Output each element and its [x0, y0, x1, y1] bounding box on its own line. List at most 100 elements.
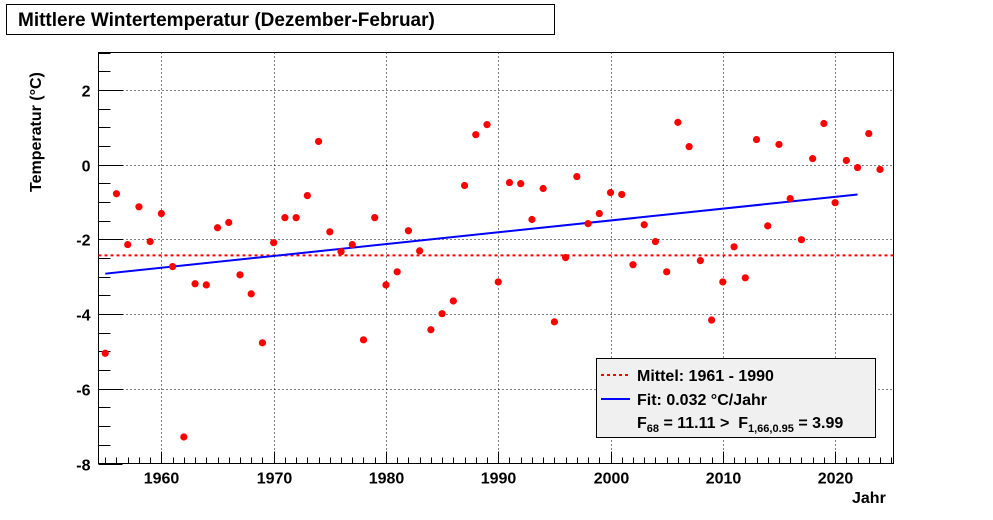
- data-point: [124, 240, 132, 249]
- data-point: [427, 326, 435, 334]
- data-point: [752, 135, 761, 144]
- x-tick-labels: 1960 1970 1980 1990 2000 2010 2020: [144, 471, 854, 488]
- y-tick-label: -8: [76, 458, 90, 475]
- f-sub: 68: [647, 423, 659, 435]
- f-end: = 3.99: [794, 415, 843, 432]
- data-point: [393, 268, 401, 276]
- data-point: [550, 318, 558, 326]
- f2-main: F: [738, 415, 748, 432]
- y-tick-label: 2: [82, 84, 91, 101]
- data-point: [258, 339, 267, 347]
- legend-ftest: F68 = 11.11 > F1,66,0.95 = 3.99: [637, 415, 843, 435]
- data-point: [472, 131, 480, 139]
- data-point: [842, 156, 850, 165]
- data-point: [573, 172, 581, 181]
- data-point: [371, 214, 379, 222]
- data-point: [629, 261, 637, 269]
- data-point: [517, 180, 525, 188]
- data-point: [786, 194, 794, 203]
- data-point: [449, 297, 457, 305]
- data-point: [865, 129, 873, 138]
- data-point: [281, 214, 289, 222]
- data-point: [562, 254, 570, 262]
- data-point: [618, 190, 626, 199]
- data-point: [494, 278, 502, 286]
- data-point: [292, 214, 300, 222]
- data-point: [169, 262, 177, 271]
- x-tick-label: 2020: [818, 471, 854, 488]
- data-point: [595, 209, 603, 218]
- data-point: [539, 184, 547, 193]
- data-point: [719, 278, 727, 286]
- x-tick-label: 2010: [706, 471, 742, 488]
- legend: Mittel: 1961 - 1990 Fit: 0.032 °C/Jahr F…: [596, 358, 876, 438]
- data-point: [853, 163, 862, 172]
- data-point: [831, 199, 839, 207]
- data-point: [112, 190, 121, 198]
- data-point: [696, 257, 704, 265]
- data-point: [359, 336, 368, 344]
- data-point: [764, 222, 772, 230]
- x-tick-label: 1960: [144, 471, 180, 488]
- y-tick-label: 0: [82, 159, 91, 176]
- data-point: [707, 316, 716, 324]
- data-point: [528, 215, 536, 224]
- x-tick-label: 1970: [257, 471, 293, 488]
- f-mid: = 11.11 >: [659, 415, 738, 432]
- data-point: [416, 247, 424, 255]
- data-point: [247, 290, 255, 298]
- y-tick-label: -4: [76, 308, 90, 325]
- data-point: [157, 209, 165, 218]
- data-point: [348, 240, 356, 249]
- data-point: [404, 227, 413, 235]
- data-points: [101, 118, 884, 441]
- legend-mean-label: Mittel: 1961 - 1990: [637, 368, 774, 385]
- x-axis-label: Jahr: [852, 490, 886, 507]
- data-point: [460, 181, 469, 190]
- data-point: [483, 121, 491, 129]
- legend-fit-label: Fit: 0.032 °C/Jahr: [637, 392, 767, 409]
- data-point: [236, 271, 244, 279]
- grid: [98, 52, 894, 464]
- data-point: [225, 218, 233, 227]
- data-point: [326, 228, 334, 236]
- legend-box: [596, 358, 876, 438]
- data-point: [651, 237, 660, 246]
- f2-sub: 1,66,0.95: [748, 423, 794, 435]
- data-point: [337, 248, 345, 256]
- y-tick-label: -2: [76, 233, 90, 250]
- data-point: [730, 243, 738, 251]
- data-point: [876, 165, 884, 174]
- data-point: [606, 189, 615, 197]
- data-point: [663, 268, 671, 276]
- data-point: [584, 220, 592, 228]
- data-point: [820, 119, 828, 128]
- x-tick-label: 1980: [369, 471, 405, 488]
- data-point: [809, 155, 817, 163]
- data-point: [191, 280, 199, 288]
- data-point: [180, 433, 188, 441]
- data-point: [135, 203, 143, 211]
- data-point: [674, 118, 682, 126]
- y-axis-label: Temperatur (°C): [28, 72, 45, 192]
- data-point: [101, 349, 109, 357]
- y-tick-label: -6: [76, 383, 90, 400]
- data-point: [438, 310, 446, 318]
- x-tick-label: 2000: [594, 471, 630, 488]
- data-point: [202, 281, 210, 289]
- data-point: [270, 239, 278, 247]
- f-main: F: [637, 415, 647, 432]
- axis-ticks: [98, 53, 892, 465]
- x-tick-label: 1990: [481, 471, 517, 488]
- data-point: [775, 140, 783, 149]
- chart-title: Mittlere Wintertemperatur (Dezember-Febr…: [18, 10, 435, 31]
- data-point: [505, 178, 514, 187]
- y-tick-labels: -8 -6 -4 -2 0 2: [76, 84, 90, 475]
- data-point: [303, 192, 311, 200]
- data-point: [146, 237, 154, 246]
- data-point: [640, 221, 648, 229]
- data-point: [213, 224, 222, 232]
- data-point: [314, 137, 323, 146]
- title-box: [6, 4, 555, 35]
